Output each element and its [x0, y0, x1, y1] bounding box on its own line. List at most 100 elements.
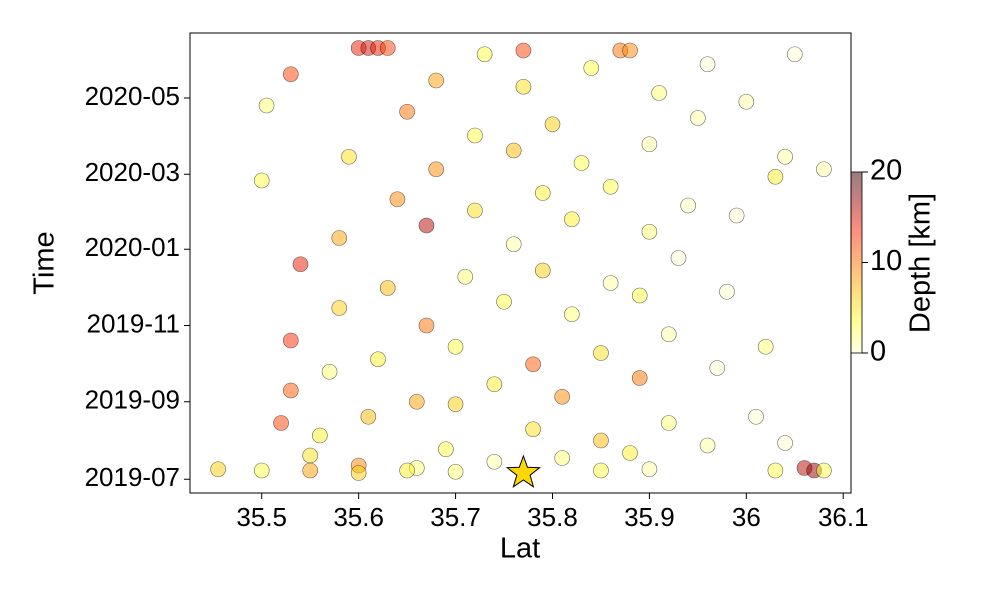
event-point — [496, 293, 512, 310]
y-tick-label: 2020-01 — [85, 232, 180, 262]
x-tick-label: 35.8 — [527, 502, 578, 532]
event-point — [273, 415, 289, 431]
event-point — [534, 262, 551, 279]
event-point — [282, 66, 299, 83]
event-point — [593, 462, 609, 479]
event-point — [399, 462, 415, 479]
event-point — [777, 435, 793, 451]
event-point — [321, 363, 338, 380]
event-point — [360, 408, 377, 425]
y-axis-label: Time — [29, 231, 61, 294]
event-point — [331, 230, 348, 246]
event-point — [631, 370, 648, 386]
event-point — [622, 42, 638, 59]
colorbar — [850, 171, 863, 354]
colorbar-label: Depth [km] — [905, 193, 937, 333]
event-point — [602, 275, 619, 291]
event-point — [699, 437, 716, 454]
event-point — [210, 461, 226, 478]
event-point — [641, 223, 658, 240]
event-point — [282, 332, 299, 349]
event-point — [302, 447, 318, 464]
event-point — [379, 40, 396, 56]
x-tick-label: 35.7 — [430, 502, 481, 532]
event-point — [408, 393, 425, 410]
colorbar-tick-label: 20 — [870, 155, 902, 187]
x-axis-label: Lat — [500, 533, 540, 565]
event-point — [515, 78, 532, 95]
event-point — [554, 388, 570, 405]
event-point — [554, 450, 570, 466]
event-point — [515, 42, 532, 59]
event-point — [641, 136, 658, 153]
event-point — [399, 103, 415, 120]
event-point — [312, 427, 328, 444]
event-point — [438, 441, 454, 458]
event-point — [564, 306, 580, 323]
event-point — [486, 376, 503, 393]
event-point — [418, 317, 435, 334]
event-point — [660, 415, 677, 431]
event-point — [602, 178, 619, 195]
event-point — [331, 300, 348, 316]
event-point — [728, 207, 745, 224]
x-tick-label: 35.9 — [624, 502, 675, 532]
event-point — [467, 202, 483, 219]
event-point — [544, 116, 561, 133]
colorbar-tick-label: 0 — [870, 336, 886, 368]
event-point — [748, 408, 764, 425]
event-point — [379, 280, 396, 296]
event-point — [816, 161, 832, 178]
event-point — [738, 93, 755, 110]
y-tick-label: 2019-07 — [85, 462, 180, 492]
event-point — [525, 356, 541, 373]
event-point — [767, 168, 784, 185]
event-point — [447, 338, 464, 355]
y-tick-label: 2020-03 — [85, 157, 180, 187]
event-point — [660, 326, 677, 343]
event-point — [622, 445, 638, 461]
event-point — [447, 463, 464, 480]
event-point — [593, 345, 609, 361]
event-point — [258, 97, 275, 114]
event-point — [670, 250, 687, 266]
event-point — [370, 351, 386, 368]
event-point — [467, 127, 483, 144]
event-point — [428, 161, 444, 178]
event-point — [786, 46, 803, 63]
event-point — [719, 283, 735, 300]
event-point — [777, 148, 793, 165]
event-point — [505, 236, 522, 253]
y-tick-label: 2019-09 — [85, 385, 180, 415]
event-point — [505, 142, 522, 159]
event-point — [816, 462, 832, 479]
event-point — [699, 56, 716, 73]
event-point — [525, 421, 541, 438]
event-point — [447, 396, 464, 413]
x-tick-label: 35.6 — [333, 502, 384, 532]
event-point — [680, 197, 696, 214]
event-point — [292, 256, 309, 273]
event-point — [253, 172, 270, 189]
event-point — [428, 72, 444, 89]
event-point — [709, 360, 726, 376]
event-point — [486, 453, 503, 470]
event-point — [651, 85, 667, 101]
event-point — [341, 148, 357, 165]
y-tick-label: 2019-11 — [87, 308, 181, 338]
event-point — [631, 287, 648, 304]
event-point — [253, 462, 270, 479]
x-tick-label: 36.1 — [818, 502, 869, 532]
event-point — [641, 461, 658, 478]
x-tick-label: 35.5 — [236, 502, 287, 532]
event-point — [690, 110, 706, 126]
event-point — [302, 462, 318, 479]
event-point — [573, 155, 590, 171]
y-tick-label: 2020-05 — [85, 81, 180, 111]
event-point — [476, 46, 493, 63]
colorbar-tick-label: 10 — [870, 245, 902, 277]
event-point — [534, 185, 551, 201]
event-point — [593, 432, 609, 449]
event-point — [389, 191, 406, 208]
event-point — [282, 382, 299, 399]
